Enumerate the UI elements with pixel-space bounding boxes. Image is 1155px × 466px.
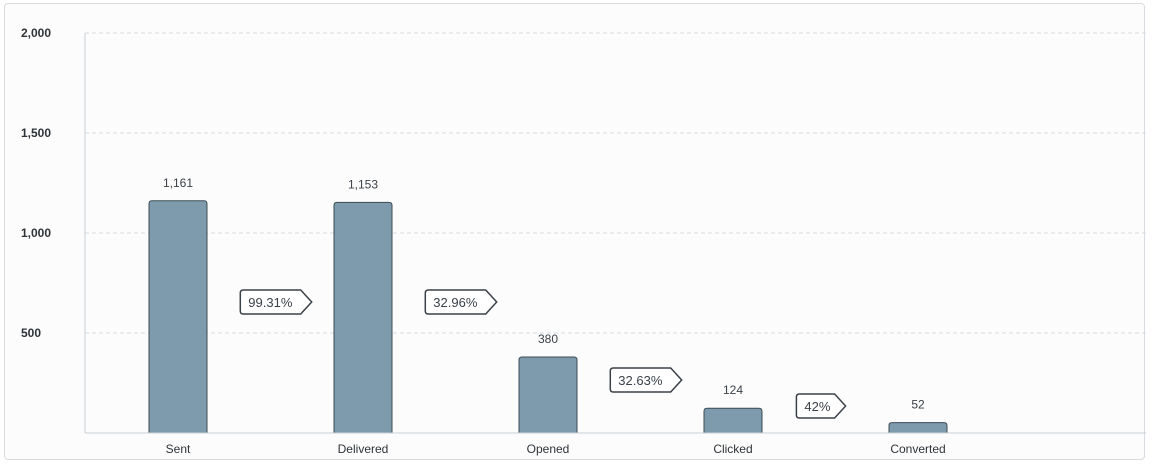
conversion-rate-tag bbox=[609, 367, 683, 393]
y-tick-label: 1,000 bbox=[21, 226, 51, 240]
bar-opened[interactable] bbox=[518, 356, 578, 434]
x-tick-label: Opened bbox=[527, 442, 570, 456]
y-tick-label: 2,000 bbox=[21, 26, 51, 40]
x-tick-label: Sent bbox=[166, 442, 191, 456]
y-axis: 500 1,000 1,500 2,000 bbox=[21, 26, 86, 433]
conversion-rate-label: 99.31% bbox=[248, 295, 293, 310]
x-tick-label: Clicked bbox=[713, 442, 752, 456]
x-tick-label: Converted bbox=[890, 442, 945, 456]
value-label: 1,153 bbox=[348, 177, 378, 191]
bar-converted[interactable] bbox=[888, 422, 948, 434]
y-tick-label: 500 bbox=[21, 326, 41, 340]
bar-delivered[interactable] bbox=[333, 201, 393, 434]
conversion-rate-label: 32.63% bbox=[618, 373, 663, 388]
value-label: 380 bbox=[538, 332, 558, 346]
data-labels: 1,161 1,153 380 124 52 bbox=[163, 176, 925, 412]
conversion-rate-tags: 99.31% 32.96% 32.63% 42% bbox=[239, 289, 847, 419]
value-label: 124 bbox=[723, 383, 743, 397]
y-tick-label: 1,500 bbox=[21, 126, 51, 140]
grid-lines bbox=[85, 32, 1146, 334]
bars bbox=[148, 200, 948, 434]
conversion-rate-label: 42% bbox=[804, 399, 830, 414]
x-axis: Sent Delivered Opened Clicked Converted bbox=[85, 432, 1146, 456]
x-tick-label: Delivered bbox=[338, 442, 389, 456]
conversion-rate-label: 32.96% bbox=[433, 295, 478, 310]
value-label: 1,161 bbox=[163, 176, 193, 190]
conversion-rate-tag bbox=[424, 289, 498, 315]
conversion-rate-tag bbox=[239, 289, 313, 315]
value-label: 52 bbox=[911, 398, 925, 412]
bar-clicked[interactable] bbox=[703, 407, 763, 434]
conversion-rate-tag bbox=[795, 393, 847, 419]
bar-sent[interactable] bbox=[148, 200, 208, 434]
